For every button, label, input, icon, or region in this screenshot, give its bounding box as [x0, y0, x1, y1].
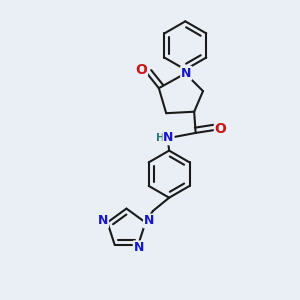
Text: N: N	[164, 131, 174, 144]
Text: N: N	[181, 67, 191, 80]
Text: N: N	[144, 214, 154, 227]
Text: O: O	[135, 63, 147, 76]
Text: N: N	[134, 241, 144, 254]
Text: O: O	[215, 122, 226, 136]
Text: N: N	[98, 214, 108, 227]
Text: H: H	[156, 133, 165, 143]
